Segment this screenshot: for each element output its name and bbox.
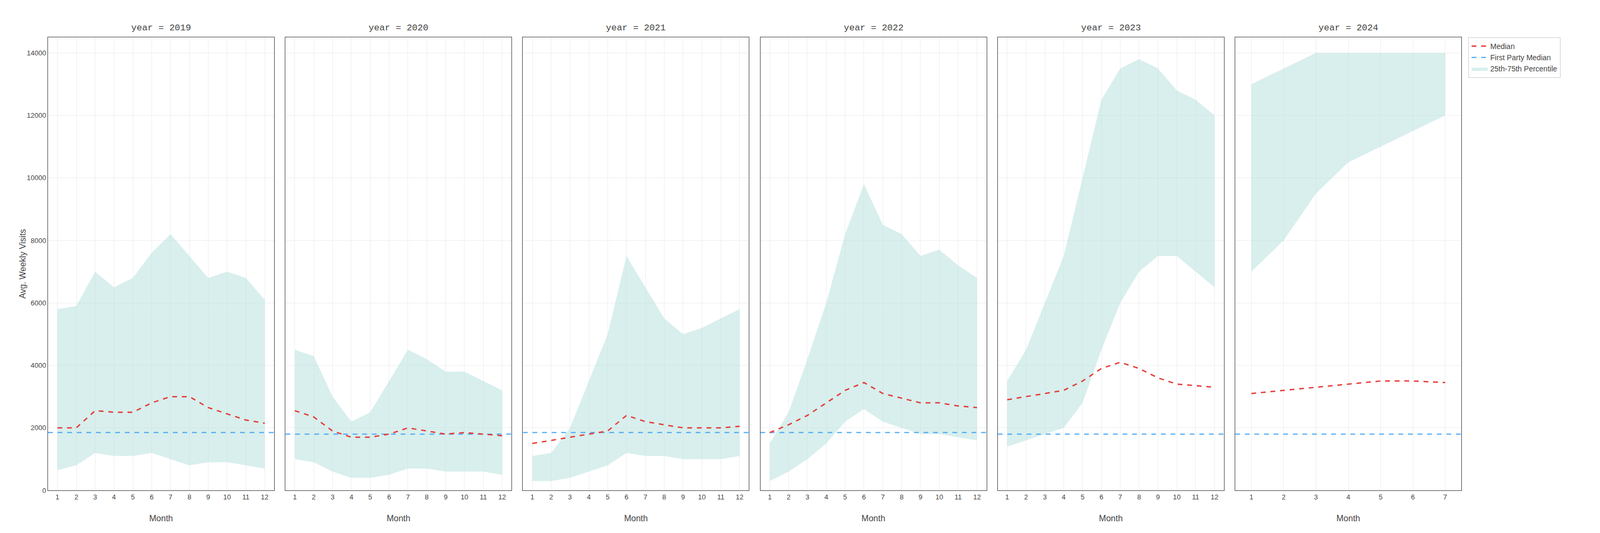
svg-text:3: 3 xyxy=(1043,493,1047,502)
svg-text:9: 9 xyxy=(918,493,923,502)
svg-text:6: 6 xyxy=(1099,493,1104,502)
svg-text:year = 2021: year = 2021 xyxy=(605,22,666,34)
svg-text:2000: 2000 xyxy=(30,424,46,432)
svg-text:2: 2 xyxy=(1024,493,1028,502)
svg-text:1: 1 xyxy=(292,493,297,502)
svg-text:4000: 4000 xyxy=(30,361,46,370)
svg-text:8: 8 xyxy=(662,493,667,502)
svg-text:10: 10 xyxy=(222,493,231,502)
svg-text:year = 2024: year = 2024 xyxy=(1318,22,1379,34)
svg-text:Avg. Weekly Visits: Avg. Weekly Visits xyxy=(18,229,28,300)
svg-text:year = 2019: year = 2019 xyxy=(131,22,191,34)
svg-text:year = 2020: year = 2020 xyxy=(368,22,429,34)
svg-text:2: 2 xyxy=(312,493,316,502)
svg-text:7: 7 xyxy=(1443,493,1447,502)
svg-text:1: 1 xyxy=(530,493,534,502)
svg-text:4: 4 xyxy=(824,493,829,502)
svg-text:Month: Month xyxy=(861,514,885,524)
svg-text:3: 3 xyxy=(1314,493,1318,502)
svg-text:11: 11 xyxy=(717,493,725,502)
svg-text:2: 2 xyxy=(786,493,791,502)
svg-text:7: 7 xyxy=(881,493,885,502)
svg-text:8: 8 xyxy=(425,493,429,502)
svg-text:9: 9 xyxy=(1156,493,1160,502)
svg-text:4: 4 xyxy=(349,493,354,502)
svg-text:9: 9 xyxy=(206,493,211,502)
svg-text:2: 2 xyxy=(1281,493,1286,502)
svg-text:11: 11 xyxy=(954,493,963,502)
svg-text:4: 4 xyxy=(1346,493,1350,502)
svg-text:7: 7 xyxy=(168,493,173,502)
svg-text:Month: Month xyxy=(149,514,173,524)
svg-text:11: 11 xyxy=(479,493,487,502)
svg-text:8: 8 xyxy=(187,493,191,502)
svg-text:Month: Month xyxy=(1099,514,1123,524)
svg-text:3: 3 xyxy=(93,493,98,502)
svg-text:1: 1 xyxy=(1249,493,1254,502)
svg-text:7: 7 xyxy=(1118,493,1123,502)
svg-text:6: 6 xyxy=(387,493,391,502)
svg-text:7: 7 xyxy=(405,493,410,502)
svg-text:10: 10 xyxy=(460,493,469,502)
svg-text:2: 2 xyxy=(549,493,554,502)
svg-text:4: 4 xyxy=(1061,493,1066,502)
svg-text:Month: Month xyxy=(1336,514,1360,524)
svg-text:8: 8 xyxy=(1137,493,1141,502)
svg-text:9: 9 xyxy=(681,493,685,502)
svg-text:12: 12 xyxy=(260,493,269,502)
svg-text:8: 8 xyxy=(899,493,904,502)
svg-text:5: 5 xyxy=(605,493,610,502)
svg-text:12: 12 xyxy=(735,493,743,502)
svg-text:5: 5 xyxy=(130,493,135,502)
svg-text:9: 9 xyxy=(443,493,448,502)
svg-text:1: 1 xyxy=(768,493,772,502)
svg-text:1: 1 xyxy=(1005,493,1010,502)
svg-text:10: 10 xyxy=(698,493,706,502)
svg-text:14000: 14000 xyxy=(26,49,46,58)
svg-text:5: 5 xyxy=(368,493,373,502)
svg-text:year = 2023: year = 2023 xyxy=(1081,22,1141,34)
svg-text:4: 4 xyxy=(586,493,591,502)
svg-text:First Party Median: First Party Median xyxy=(1490,53,1551,62)
svg-text:4: 4 xyxy=(112,493,116,502)
svg-text:7: 7 xyxy=(643,493,647,502)
svg-text:6: 6 xyxy=(861,493,866,502)
svg-text:3: 3 xyxy=(330,493,335,502)
svg-text:6: 6 xyxy=(149,493,154,502)
svg-text:6: 6 xyxy=(624,493,629,502)
svg-text:Month: Month xyxy=(386,514,411,524)
svg-text:12: 12 xyxy=(973,493,981,502)
svg-text:year = 2022: year = 2022 xyxy=(843,22,904,34)
svg-text:6: 6 xyxy=(1411,493,1415,502)
svg-text:10: 10 xyxy=(935,493,943,502)
svg-text:2: 2 xyxy=(74,493,78,502)
svg-text:12: 12 xyxy=(1210,493,1219,502)
svg-text:3: 3 xyxy=(805,493,810,502)
svg-text:12000: 12000 xyxy=(26,111,46,120)
svg-text:6000: 6000 xyxy=(30,299,46,308)
svg-text:8000: 8000 xyxy=(30,236,46,245)
svg-text:25th-75th Percentile: 25th-75th Percentile xyxy=(1490,64,1558,74)
svg-text:5: 5 xyxy=(1378,493,1383,502)
svg-text:Month: Month xyxy=(624,514,648,524)
svg-text:5: 5 xyxy=(1080,493,1085,502)
svg-text:3: 3 xyxy=(568,493,572,502)
svg-text:1: 1 xyxy=(55,493,60,502)
svg-text:10: 10 xyxy=(1172,493,1181,502)
svg-text:Median: Median xyxy=(1490,42,1515,51)
svg-text:11: 11 xyxy=(1192,493,1200,502)
svg-text:12: 12 xyxy=(498,493,506,502)
svg-text:10000: 10000 xyxy=(26,173,46,182)
svg-text:0: 0 xyxy=(42,486,46,495)
svg-text:11: 11 xyxy=(242,493,250,502)
svg-text:5: 5 xyxy=(843,493,847,502)
